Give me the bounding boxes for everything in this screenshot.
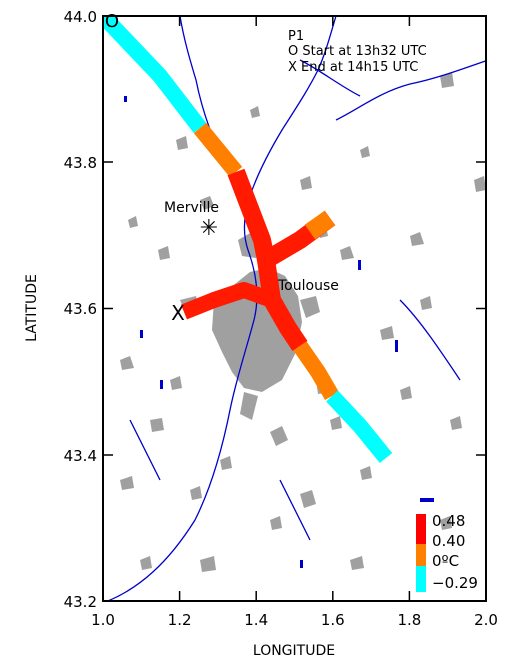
map-content xyxy=(103,16,486,601)
legend-swatch-warm xyxy=(416,544,426,566)
stream-3 xyxy=(279,479,311,541)
toulouse-label: Toulouse xyxy=(277,278,339,294)
stream-4 xyxy=(129,419,161,481)
x-ticks xyxy=(102,16,487,601)
y-tick-label: 44.0 xyxy=(64,8,97,26)
track-cold-nw xyxy=(103,16,207,133)
x-tick-label: 2.0 xyxy=(474,611,498,629)
y-tick-label: 43.2 xyxy=(64,593,97,611)
track-hot-mid xyxy=(264,295,308,351)
rivers xyxy=(105,16,486,601)
track-warm-se xyxy=(293,341,339,401)
track-hot-leg1 xyxy=(227,168,281,302)
start-marker: O xyxy=(105,11,119,32)
flight-track xyxy=(103,16,393,464)
end-marker: X xyxy=(171,301,185,325)
annotation-line3: X End at 14h15 UTC xyxy=(288,60,418,75)
x-tick-label: 1.0 xyxy=(91,611,115,629)
y-tick-label: 43.8 xyxy=(64,154,97,172)
x-tick-label: 1.2 xyxy=(168,611,192,629)
track-cold-se xyxy=(326,390,393,464)
x-tick-label: 1.4 xyxy=(244,611,268,629)
legend-swatch-hot xyxy=(416,514,426,544)
y-tick-label: 43.4 xyxy=(64,447,97,465)
garonne-river xyxy=(105,16,337,601)
legend-value: −0.29 xyxy=(432,574,478,592)
merville-label: Merville xyxy=(164,200,219,216)
legend-swatch-cold xyxy=(416,566,426,592)
track-warm-nw xyxy=(193,122,243,178)
tributary-east xyxy=(335,60,486,121)
annotation-line1: P1 xyxy=(288,29,304,44)
annotation-line2: O Start at 13h32 UTC xyxy=(288,44,427,59)
x-tick-label: 1.8 xyxy=(397,611,421,629)
track-warm-east-tip xyxy=(304,210,336,240)
track-hot-west xyxy=(181,282,275,320)
x-axis-label: LONGITUDE xyxy=(253,643,335,659)
y-axis-label: LATITUDE xyxy=(24,274,40,342)
tributary-north xyxy=(179,16,215,141)
y-ticks xyxy=(103,15,486,602)
legend-value: 0.48 xyxy=(432,512,465,530)
stream-1 xyxy=(299,59,361,97)
stream-2 xyxy=(399,299,461,381)
x-tick-label: 1.6 xyxy=(321,611,345,629)
merville-station-icon: ✳ xyxy=(200,216,218,241)
legend-value: 0ºC xyxy=(432,552,459,570)
y-tick-label: 43.6 xyxy=(64,300,97,318)
lakes xyxy=(124,96,434,568)
legend-value: 0.40 xyxy=(432,532,465,550)
temperature-legend: 0.48 0.40 0ºC −0.29 xyxy=(416,512,478,592)
